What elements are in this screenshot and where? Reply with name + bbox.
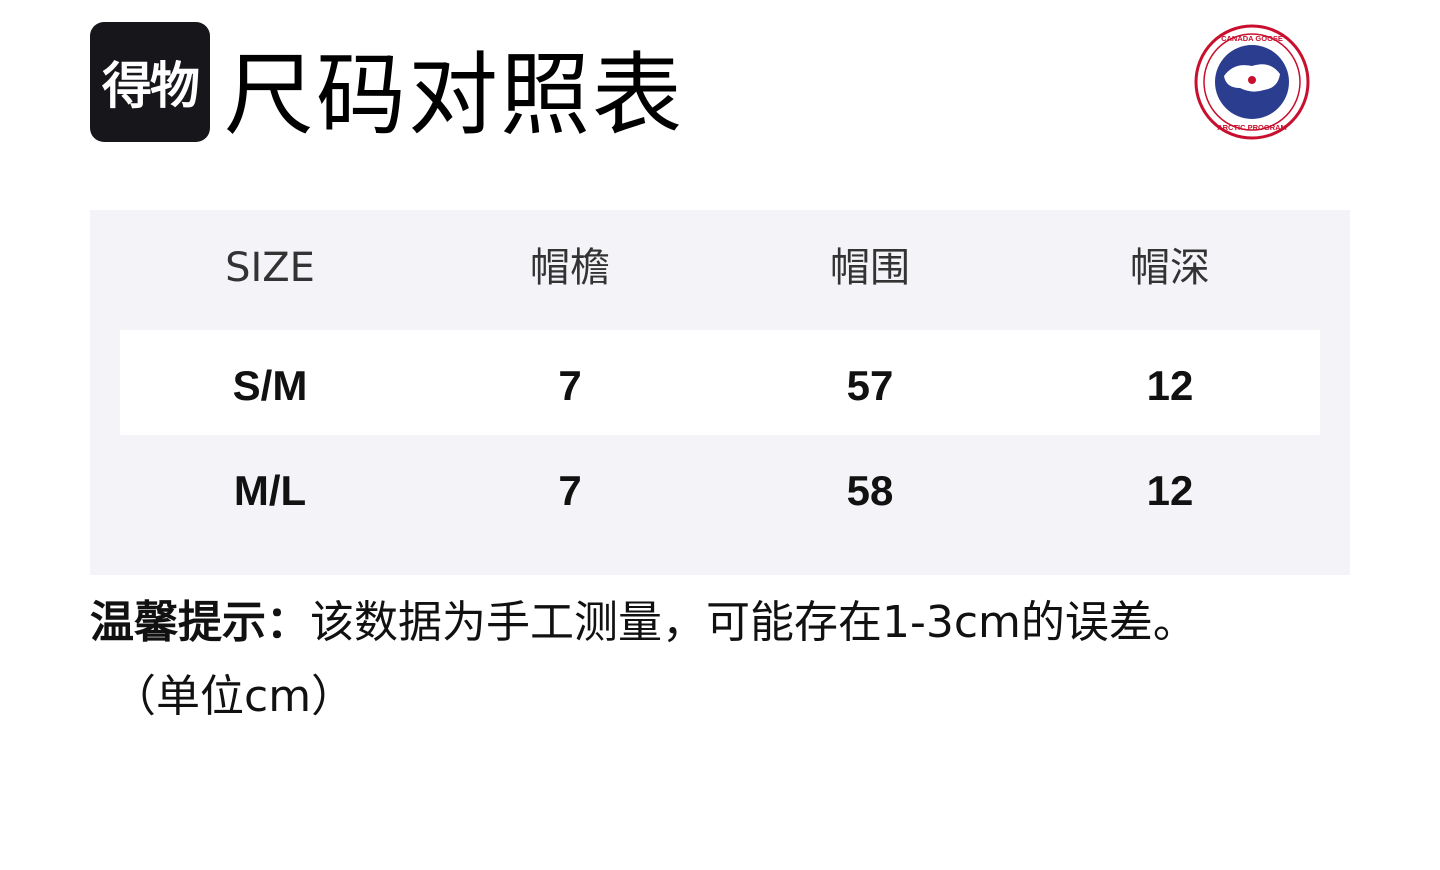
- table-row: M/L 7 58 12: [120, 435, 1320, 540]
- svg-text:ARCTIC PROGRAM: ARCTIC PROGRAM: [1217, 123, 1287, 132]
- app-logo: 得物: [90, 22, 210, 142]
- table-cell: 12: [1146, 467, 1194, 514]
- table-cell: 7: [558, 467, 582, 514]
- table-cell: 58: [846, 467, 894, 514]
- table-cell: 12: [1146, 362, 1194, 409]
- column-header: 帽深: [1130, 245, 1210, 291]
- table-cell: M/L: [233, 467, 307, 514]
- page-title: 尺码对照表: [224, 43, 684, 148]
- app-logo-text: 得物: [102, 57, 200, 115]
- note: 温馨提示：该数据为手工测量，可能存在1-3cm的误差。: [90, 592, 1197, 654]
- unit-note: （单位cm）: [112, 671, 356, 722]
- svg-text:CANADA GOOSE: CANADA GOOSE: [1221, 34, 1283, 43]
- column-header: SIZE: [225, 245, 315, 291]
- table-cell: 57: [846, 362, 894, 409]
- brand-logo: CANADA GOOSE ARCTIC PROGRAM: [1194, 24, 1310, 140]
- size-table: SIZE 帽檐 帽围 帽深 S/M 7 57 12 M/L 7 58 12: [90, 210, 1350, 575]
- note-label: 温馨提示：: [90, 597, 310, 648]
- table-cell: S/M: [232, 362, 308, 409]
- table-cell: 7: [558, 362, 582, 409]
- column-header: 帽围: [830, 245, 910, 291]
- table-row: S/M 7 57 12: [120, 330, 1320, 435]
- table-header: SIZE 帽檐 帽围 帽深: [120, 238, 1320, 298]
- column-header: 帽檐: [530, 245, 610, 291]
- note-text: 该数据为手工测量，可能存在1-3cm的误差。: [310, 597, 1197, 648]
